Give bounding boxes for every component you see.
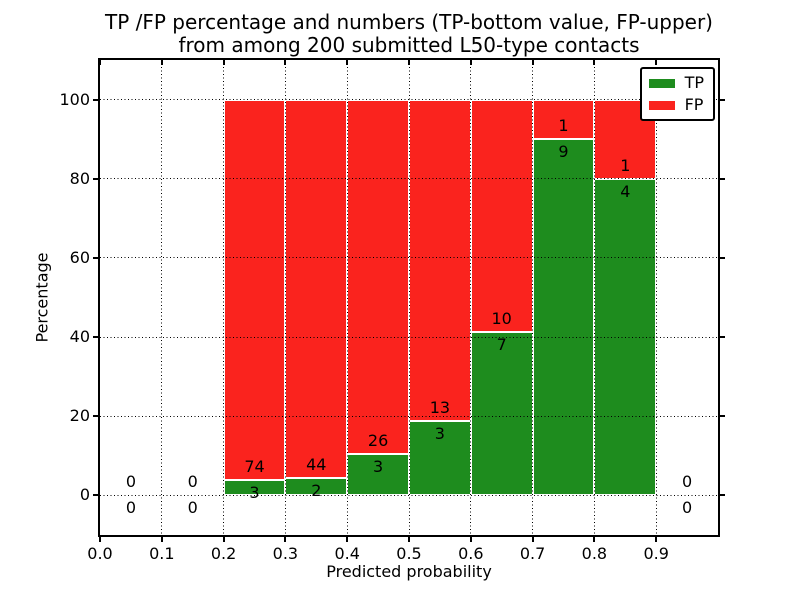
y-axis-label-wrap: Percentage bbox=[32, 60, 52, 535]
fp-count-label: 10 bbox=[491, 309, 512, 329]
x-gridline bbox=[655, 60, 657, 535]
y-tick-label: 80 bbox=[69, 168, 90, 188]
legend-label-tp: TP bbox=[684, 73, 704, 92]
bar-segment-fp bbox=[347, 99, 409, 455]
x-tick-top bbox=[469, 60, 472, 65]
fp-count-label: 13 bbox=[429, 398, 451, 418]
x-gridline bbox=[346, 60, 348, 535]
bar-segment-tp bbox=[470, 332, 533, 496]
x-tick-top bbox=[160, 60, 163, 65]
legend-entry-fp: FP bbox=[648, 95, 704, 114]
x-gridline bbox=[284, 60, 286, 535]
x-tick-label: 0.4 bbox=[334, 544, 360, 563]
y-tick-label: 60 bbox=[69, 247, 90, 267]
y-tick-label: 100 bbox=[59, 89, 90, 109]
bar-segment-fp bbox=[223, 99, 286, 480]
x-tick-bottom bbox=[346, 537, 349, 542]
x-tick-label: 0.2 bbox=[210, 544, 237, 563]
bar-segment-fp bbox=[470, 99, 533, 333]
x-tick-label: 0.3 bbox=[272, 544, 299, 563]
y-tick-left bbox=[93, 256, 98, 259]
tp-count-label: 2 bbox=[311, 481, 322, 501]
x-tick-bottom bbox=[593, 537, 596, 542]
y-tick-left bbox=[93, 98, 98, 101]
x-gridline bbox=[470, 60, 472, 535]
x-gridline bbox=[161, 60, 163, 535]
y-tick-right bbox=[720, 336, 725, 339]
x-gridline bbox=[593, 60, 595, 535]
fp-count-label: 0 bbox=[187, 472, 198, 492]
bar-segment-fp bbox=[285, 99, 348, 479]
x-tick-bottom bbox=[222, 537, 225, 542]
y-tick-label: 40 bbox=[69, 327, 90, 347]
x-tick-label: 0.0 bbox=[87, 544, 113, 563]
y-tick-right bbox=[720, 177, 725, 180]
x-tick-bottom bbox=[531, 537, 534, 542]
bar-segment-tp bbox=[532, 139, 595, 496]
x-gridline bbox=[532, 60, 534, 535]
x-tick-label: 0.6 bbox=[458, 544, 484, 563]
x-tick-top bbox=[408, 60, 410, 65]
y-tick-label: 20 bbox=[69, 406, 90, 426]
tp-count-label: 0 bbox=[187, 498, 198, 518]
x-gridline bbox=[408, 60, 410, 535]
tp-count-label: 3 bbox=[249, 482, 260, 502]
bar-segment-tp bbox=[409, 421, 471, 496]
fp-count-label: 74 bbox=[244, 456, 265, 476]
x-tick-bottom bbox=[284, 537, 287, 542]
x-tick-label: 0.1 bbox=[149, 544, 175, 563]
x-tick-bottom bbox=[469, 537, 472, 542]
x-tick-label: 0.8 bbox=[581, 544, 608, 563]
x-tick-top bbox=[222, 60, 225, 65]
chart-title-line2: from among 200 submitted L50-type contac… bbox=[178, 33, 640, 57]
x-tick-top bbox=[346, 60, 349, 65]
fp-count-label: 0 bbox=[125, 472, 136, 492]
x-tick-top bbox=[593, 60, 596, 65]
chart-title-line1: TP /FP percentage and numbers (TP-bottom… bbox=[105, 10, 713, 34]
x-tick-label: 0.7 bbox=[519, 544, 546, 563]
x-tick-top bbox=[531, 60, 534, 65]
x-tick-bottom bbox=[99, 537, 101, 542]
x-tick-top bbox=[284, 60, 287, 65]
x-tick-label: 0.9 bbox=[643, 544, 669, 563]
x-gridline bbox=[223, 60, 225, 535]
y-tick-label: 0 bbox=[79, 485, 90, 505]
fp-count-label: 1 bbox=[558, 116, 569, 136]
x-tick-label: 0.5 bbox=[396, 544, 422, 563]
x-tick-top bbox=[99, 60, 101, 65]
x-tick-bottom bbox=[160, 537, 163, 542]
y-tick-right bbox=[720, 494, 725, 497]
bar-segment-fp bbox=[409, 99, 471, 422]
legend-swatch-fp bbox=[648, 100, 675, 110]
legend-entry-tp: TP bbox=[648, 73, 704, 92]
tp-count-label: 3 bbox=[373, 457, 384, 477]
legend-label-fp: FP bbox=[684, 95, 704, 114]
plot-area: Percentage Predicted probability TP FP 0 2… bbox=[33, 58, 725, 581]
x-tick-top bbox=[655, 60, 658, 65]
tp-count-label: 0 bbox=[682, 498, 693, 518]
y-tick-left bbox=[93, 494, 98, 497]
y-tick-right bbox=[720, 98, 725, 101]
tp-count-label: 0 bbox=[125, 498, 136, 518]
fp-count-label: 44 bbox=[306, 455, 327, 475]
fp-count-label: 1 bbox=[620, 155, 631, 175]
y-tick-left bbox=[93, 177, 98, 180]
y-tick-left bbox=[93, 415, 98, 418]
tp-count-label: 7 bbox=[496, 335, 507, 355]
x-tick-bottom bbox=[408, 537, 410, 542]
y-tick-right bbox=[720, 256, 725, 259]
y-tick-right bbox=[720, 415, 725, 418]
fp-count-label: 0 bbox=[682, 472, 693, 492]
legend-swatch-tp bbox=[648, 78, 675, 88]
x-tick-bottom bbox=[655, 537, 658, 542]
tp-count-label: 3 bbox=[434, 424, 445, 444]
fp-count-label: 26 bbox=[367, 431, 389, 451]
x-axis-label: Predicted probability bbox=[326, 562, 492, 581]
legend: TP FP bbox=[639, 67, 715, 121]
y-tick-left bbox=[93, 336, 98, 339]
tp-count-label: 9 bbox=[558, 142, 569, 162]
tp-count-label: 4 bbox=[620, 181, 631, 201]
